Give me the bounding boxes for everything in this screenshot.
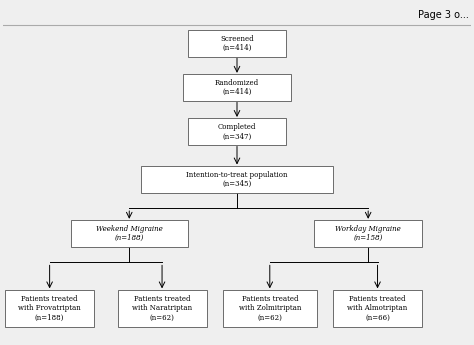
Text: Page 3 o...: Page 3 o... bbox=[419, 10, 469, 20]
FancyBboxPatch shape bbox=[5, 289, 94, 327]
Text: Randomized
(n=414): Randomized (n=414) bbox=[215, 79, 259, 96]
Text: Patients treated
with Frovatriptan
(n=188): Patients treated with Frovatriptan (n=18… bbox=[18, 295, 81, 322]
FancyBboxPatch shape bbox=[188, 118, 286, 145]
FancyBboxPatch shape bbox=[314, 220, 422, 247]
FancyBboxPatch shape bbox=[223, 289, 317, 327]
Text: Screened
(n=414): Screened (n=414) bbox=[220, 35, 254, 52]
Text: Patients treated
with Almotriptan
(n=66): Patients treated with Almotriptan (n=66) bbox=[347, 295, 408, 322]
FancyBboxPatch shape bbox=[118, 289, 207, 327]
FancyBboxPatch shape bbox=[141, 166, 333, 193]
FancyBboxPatch shape bbox=[333, 289, 422, 327]
FancyBboxPatch shape bbox=[71, 220, 188, 247]
Text: Completed
(n=347): Completed (n=347) bbox=[218, 123, 256, 140]
Text: Workday Migraine
(n=158): Workday Migraine (n=158) bbox=[335, 225, 401, 242]
Text: Intention-to-treat population
(n=345): Intention-to-treat population (n=345) bbox=[186, 171, 288, 188]
FancyBboxPatch shape bbox=[183, 74, 291, 101]
Text: Patients treated
with Naratriptan
(n=62): Patients treated with Naratriptan (n=62) bbox=[132, 295, 192, 322]
Text: Patients treated
with Zolmitriptan
(n=62): Patients treated with Zolmitriptan (n=62… bbox=[238, 295, 301, 322]
FancyBboxPatch shape bbox=[188, 30, 286, 57]
Text: Weekend Migraine
(n=188): Weekend Migraine (n=188) bbox=[96, 225, 163, 242]
